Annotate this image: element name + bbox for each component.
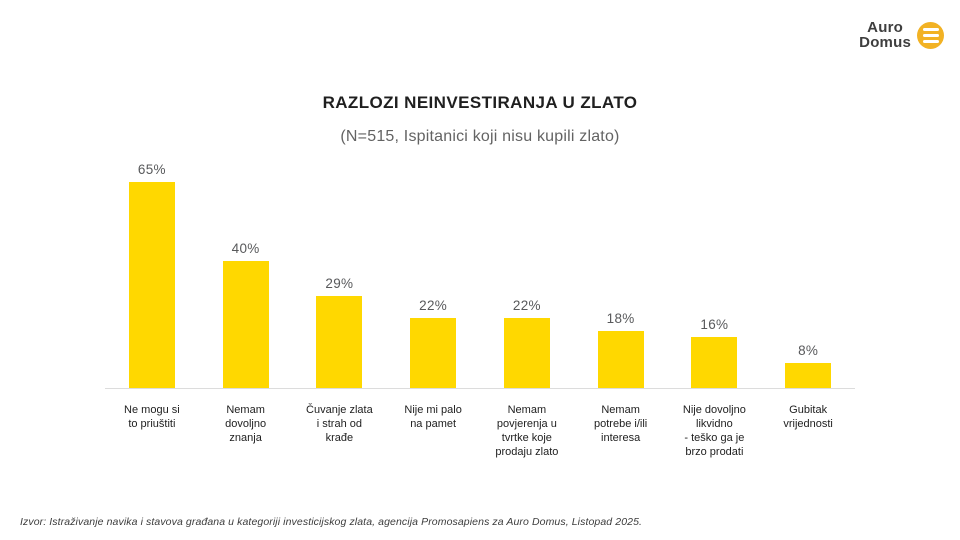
category-label: Nemam potrebe i/ili interesa xyxy=(594,404,648,445)
source-note: Izvor: Istraživanje navika i stavova gra… xyxy=(20,516,643,528)
bar-value-label: 18% xyxy=(606,310,635,326)
bar-value-label: 22% xyxy=(419,298,448,314)
bar xyxy=(410,318,457,388)
category-label: Ne mogu si to priuštiti xyxy=(124,404,180,431)
bar-value-label: 65% xyxy=(137,162,166,177)
category-axis-labels: Ne mogu si to priuštiti Nemam dovoljno zn… xyxy=(105,403,855,459)
bar-column: 40% xyxy=(199,148,293,388)
bar xyxy=(128,182,175,388)
bar-column: 29% xyxy=(293,148,387,388)
bar xyxy=(597,330,644,388)
bar-column: 16% xyxy=(668,148,762,388)
auro-domus-logo: Auro Domus xyxy=(859,19,944,51)
chart-subtitle: (N=515, Ispitanici koji nisu kupili zlat… xyxy=(340,128,620,145)
title-block: RAZLOZI NEINVESTIRANJA U ZLATO (N=515, I… xyxy=(0,93,960,146)
bar xyxy=(691,337,738,388)
bar xyxy=(222,261,269,388)
chart-title: RAZLOZI NEINVESTIRANJA U ZLATO xyxy=(322,93,638,112)
bar-column: 8% xyxy=(761,148,855,388)
bar-value-label: 40% xyxy=(231,241,260,257)
bar-chart: 65% 40% 29% 22% 22% 18% 16% 8% Ne mogu si to pr… xyxy=(105,148,855,459)
category-label: Nije mi palo na pamet xyxy=(404,404,462,431)
bar xyxy=(785,362,832,388)
category-label: Nije dovoljno likvidno - teško ga je brz… xyxy=(682,404,746,459)
bar-value-label: 8% xyxy=(798,342,819,358)
hamburger-circle-icon xyxy=(917,22,944,50)
bar xyxy=(503,318,550,388)
bar xyxy=(316,296,363,388)
logo-word-auro: Auro xyxy=(867,19,903,36)
bars-area: 65% 40% 29% 22% 22% 18% 16% 8% xyxy=(105,148,855,388)
logo-word-domus: Domus xyxy=(859,33,911,51)
x-axis-line xyxy=(105,388,855,389)
bar-value-label: 22% xyxy=(512,298,541,314)
logo-wordmark: Auro Domus xyxy=(859,19,911,51)
bar-column: 18% xyxy=(574,148,668,388)
bar-value-label: 16% xyxy=(700,317,729,333)
category-label: Nemam povjerenja u tvrtke koje prodaju z… xyxy=(495,404,559,459)
category-label: Nemam dovoljno znanja xyxy=(225,404,267,445)
category-label: Čuvanje zlata i strah od krađe xyxy=(306,404,373,445)
bar-column: 22% xyxy=(480,148,574,388)
bar-column: 65% xyxy=(105,148,199,388)
bar-column: 22% xyxy=(386,148,480,388)
category-label: Gubitak vrijednosti xyxy=(783,404,833,431)
bar-value-label: 29% xyxy=(325,276,354,292)
